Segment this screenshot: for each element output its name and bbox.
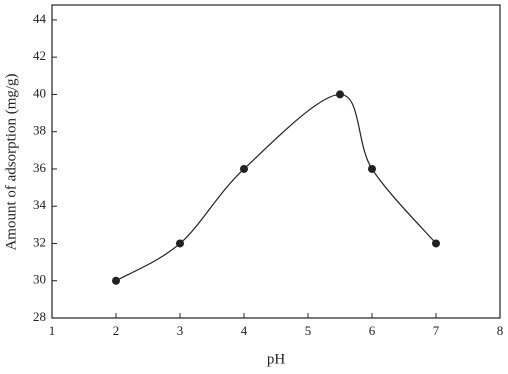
point: [176, 239, 184, 248]
x-tick-label: 4: [241, 323, 248, 338]
x-axis-label: pH: [267, 351, 286, 367]
y-axis-label: Amount of adsorption (mg/g): [3, 73, 19, 250]
line: [115, 93, 437, 282]
x-tick-label: 6: [369, 323, 376, 338]
y-tick-label: 34: [33, 197, 47, 212]
y-tick-label: 28: [33, 309, 46, 324]
y-tick-label: 36: [33, 160, 47, 175]
x-tick-label: 3: [177, 323, 184, 338]
plot-frame: [51, 4, 501, 319]
y-tick-label: 38: [33, 123, 46, 138]
point: [112, 276, 120, 285]
x-tick-label: 7: [433, 323, 440, 338]
y-tick-label: 40: [33, 85, 46, 100]
y-tick-label: 42: [33, 48, 46, 63]
point: [432, 239, 440, 248]
y-tick-label: 44: [33, 11, 47, 26]
point: [336, 90, 344, 99]
point: [240, 164, 248, 173]
point: [368, 164, 376, 173]
y-tick-label: 30: [33, 272, 46, 287]
y-tick-label: 32: [33, 234, 46, 249]
x-tick-label: 2: [113, 323, 120, 338]
x-tick-label: 5: [305, 323, 312, 338]
x-tick-label: 1: [49, 323, 56, 338]
x-tick-label: 8: [497, 323, 504, 338]
